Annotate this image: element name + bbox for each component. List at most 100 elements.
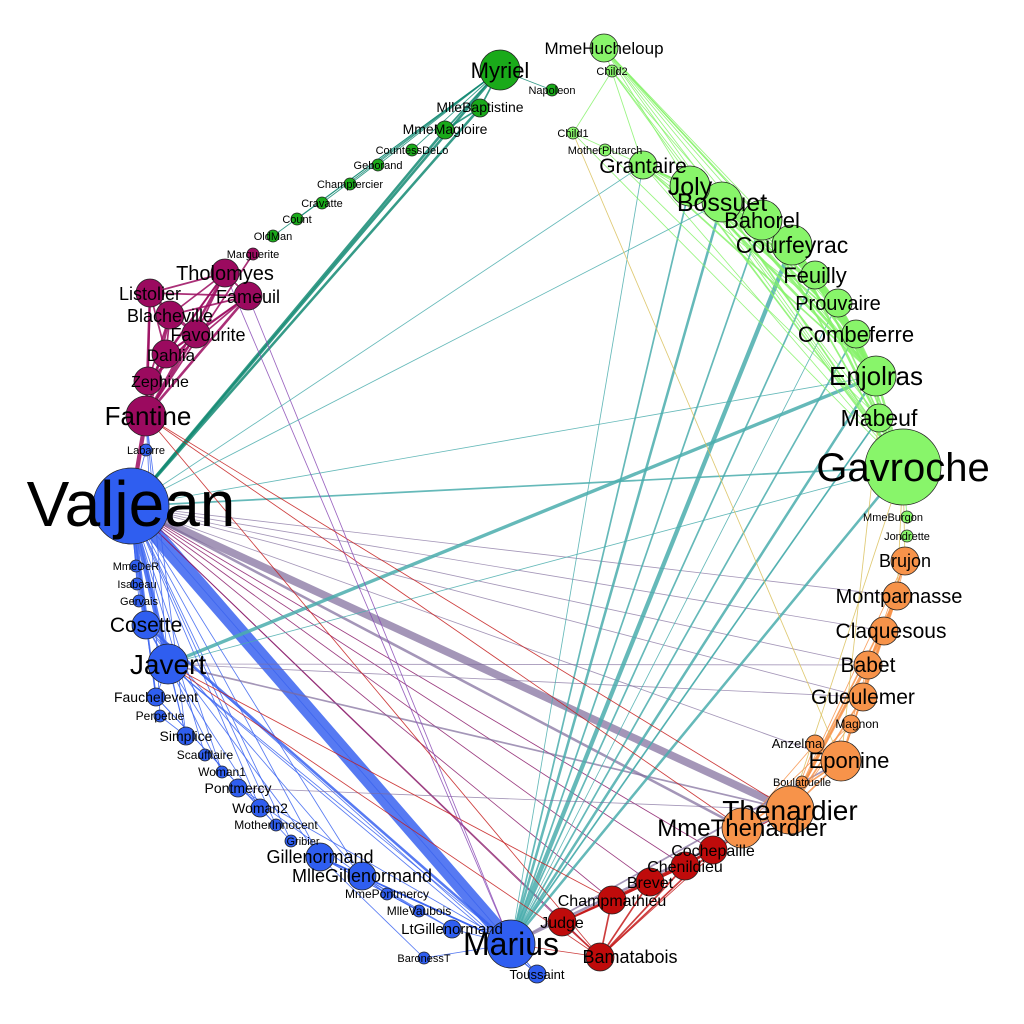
node-dahlia[interactable] <box>151 339 181 369</box>
node-label-boulatruelle: Boulatruelle <box>773 777 831 789</box>
node-woman1[interactable] <box>215 765 229 779</box>
node-brevet[interactable] <box>635 867 665 897</box>
node-old-man[interactable] <box>266 229 280 243</box>
node-mlle-baptistine[interactable] <box>470 98 490 118</box>
node-geborand[interactable] <box>371 158 385 172</box>
node-magnon[interactable] <box>841 714 861 734</box>
nodes-layer <box>92 33 942 984</box>
node-brujon[interactable] <box>890 546 920 576</box>
node-perpetue[interactable] <box>153 709 167 723</box>
node-label-toussaint: Toussaint <box>510 967 565 982</box>
edge-child1-eponine <box>572 132 842 762</box>
node-label-magnon: Magnon <box>835 717 878 731</box>
node-courfeyrac[interactable] <box>771 224 813 266</box>
edge-javert-bamatabois <box>167 663 601 958</box>
node-mlle-gillenormand[interactable] <box>347 861 377 891</box>
node-count[interactable] <box>290 212 304 226</box>
node-scaufflaire[interactable] <box>198 748 212 762</box>
edge-javert-toussaint <box>167 663 538 975</box>
node-thenardier[interactable] <box>765 785 815 835</box>
node-marius[interactable] <box>486 919 536 969</box>
edge-mlle-gillenormand-lt-gillenormand <box>361 875 453 930</box>
node-woman2[interactable] <box>250 798 270 818</box>
edge-gavroche-mme-hucheloup <box>603 47 904 468</box>
node-babet[interactable] <box>853 650 883 680</box>
edge-javert-gueulemer <box>167 663 864 698</box>
node-fameuil[interactable] <box>233 281 263 311</box>
node-mother-innocent[interactable] <box>269 818 283 832</box>
node-toussaint[interactable] <box>527 964 547 984</box>
node-napoleon[interactable] <box>545 83 559 97</box>
node-enjolras[interactable] <box>855 355 897 397</box>
node-tholomyes[interactable] <box>210 258 240 288</box>
node-lt-gillenormand[interactable] <box>442 919 462 939</box>
node-mme-magloire[interactable] <box>435 120 455 140</box>
node-label-mme-de-r: MmeDeR <box>113 561 160 573</box>
node-gribier[interactable] <box>284 834 298 848</box>
node-anzelma[interactable] <box>805 734 825 754</box>
node-champmathieu[interactable] <box>597 885 627 915</box>
node-champtercier[interactable] <box>343 177 357 191</box>
node-eponine[interactable] <box>820 740 862 782</box>
node-mme-pontmercy[interactable] <box>380 887 394 901</box>
node-boulatruelle[interactable] <box>795 775 809 789</box>
node-label-champmathieu: Champmathieu <box>558 893 667 910</box>
node-zephine[interactable] <box>133 366 163 396</box>
node-label-myriel: Myriel <box>471 58 530 83</box>
node-feuilly[interactable] <box>800 260 830 290</box>
node-mme-thenardier[interactable] <box>721 807 763 849</box>
node-fantine[interactable] <box>125 395 167 437</box>
node-isabeau[interactable] <box>130 577 144 591</box>
node-gueulemer[interactable] <box>848 682 878 712</box>
node-child2[interactable] <box>605 64 619 78</box>
node-jondrette[interactable] <box>900 529 914 543</box>
node-bahorel[interactable] <box>741 199 783 241</box>
node-mabeuf[interactable] <box>864 403 894 433</box>
node-favourite[interactable] <box>181 319 211 349</box>
node-fauchelevent[interactable] <box>146 687 166 707</box>
node-mother-plutarch[interactable] <box>598 143 612 157</box>
node-mme-burgon[interactable] <box>900 510 914 524</box>
node-child1[interactable] <box>566 126 580 140</box>
node-cochepaille[interactable] <box>698 835 728 865</box>
node-valjean[interactable] <box>92 467 170 545</box>
node-label-isabeau: Isabeau <box>117 579 156 591</box>
node-label-mme-magloire: MmeMagloire <box>403 121 488 137</box>
node-combeferre[interactable] <box>841 319 871 349</box>
node-chenildieu[interactable] <box>670 851 700 881</box>
node-joly[interactable] <box>669 165 711 207</box>
node-cosette[interactable] <box>131 610 161 640</box>
node-montparnasse[interactable] <box>882 581 912 611</box>
node-label-favourite: Favourite <box>170 325 245 345</box>
node-grantaire[interactable] <box>628 150 658 180</box>
node-marguerite[interactable] <box>246 247 260 261</box>
node-label-thenardier: Thenardier <box>722 795 857 826</box>
node-javert[interactable] <box>147 643 189 685</box>
node-pontmercy[interactable] <box>228 778 248 798</box>
node-countess-de-lo[interactable] <box>405 143 419 157</box>
edge-valjean-thenardier <box>129 502 792 814</box>
node-baroness-t[interactable] <box>417 951 431 965</box>
edge-gavroche-thenardier <box>789 466 904 811</box>
node-mme-hucheloup[interactable] <box>589 33 619 63</box>
node-labarre[interactable] <box>139 443 153 457</box>
node-gavroche[interactable] <box>864 428 942 506</box>
node-blacheville[interactable] <box>155 300 185 330</box>
node-label-cochepaille: Cochepaille <box>671 843 755 860</box>
node-mme-de-r[interactable] <box>129 559 143 573</box>
node-listolier[interactable] <box>135 278 165 308</box>
node-claquesous[interactable] <box>869 616 899 646</box>
edge-marius-enjolras <box>509 375 878 945</box>
node-judge[interactable] <box>547 907 577 937</box>
node-label-combeferre: Combeferre <box>798 322 914 347</box>
node-myriel[interactable] <box>479 49 521 91</box>
node-bamatabois[interactable] <box>585 942 615 972</box>
node-prouvaire[interactable] <box>823 288 853 318</box>
node-mlle-vaubois[interactable] <box>412 904 426 918</box>
node-gervais[interactable] <box>132 594 146 608</box>
node-gillenormand[interactable] <box>305 842 335 872</box>
node-label-scaufflaire: Scaufflaire <box>177 748 234 762</box>
node-label-valjean: Valjean <box>27 468 236 540</box>
node-simplice[interactable] <box>176 726 196 746</box>
node-cravatte[interactable] <box>315 196 329 210</box>
